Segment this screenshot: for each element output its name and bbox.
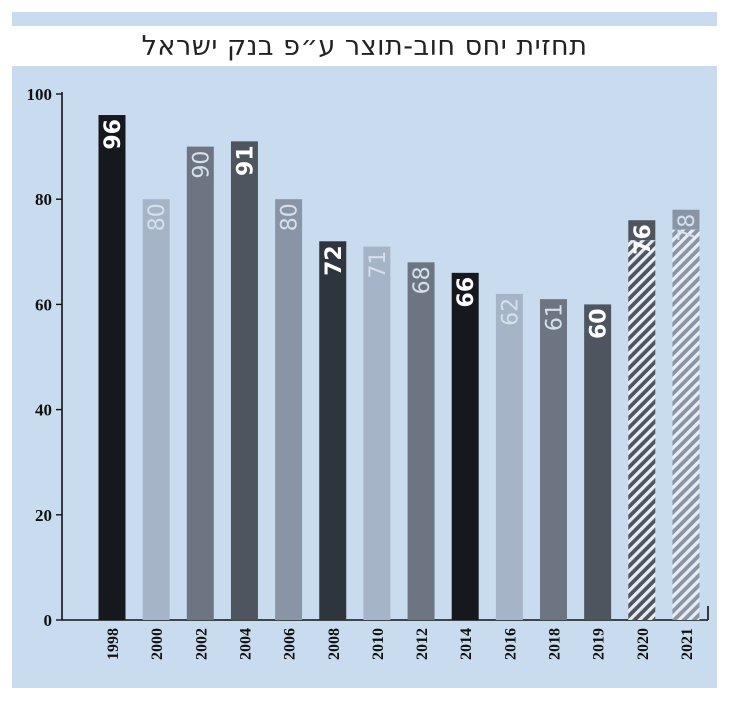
- bar-2016: [495, 293, 523, 620]
- x-tick-label-2008: 2008: [326, 628, 343, 660]
- data-label-2014: 66: [454, 277, 479, 308]
- y-tick-label: 0: [44, 611, 53, 630]
- x-tick-label-2021: 2021: [679, 628, 696, 660]
- data-label-2004: 91: [233, 145, 258, 176]
- x-tick-label-1998: 1998: [105, 628, 122, 660]
- data-label-2012: 68: [410, 266, 435, 294]
- x-tick-label-2018: 2018: [547, 628, 564, 660]
- x-tick-label-2006: 2006: [282, 628, 299, 660]
- data-labels-group: 96 80 90 91 80 72 71 68 66 62 61 60 76 78: [101, 119, 700, 339]
- data-label-2008: 72: [322, 245, 347, 276]
- x-tick-label-2000: 2000: [149, 628, 166, 660]
- data-label-2010: 71: [366, 251, 391, 279]
- bar-2008: [319, 241, 347, 620]
- x-tick-label-2019: 2019: [591, 628, 608, 660]
- x-tick-label-2012: 2012: [414, 628, 431, 660]
- bar-2010: [363, 246, 391, 621]
- data-label-1998: 96: [101, 119, 126, 150]
- header-band: [12, 12, 717, 26]
- data-label-2016: 62: [498, 298, 523, 326]
- chart-title: תחזית יחס חוב-תוצר ע״פ בנק ישראל: [141, 30, 588, 62]
- x-tick-label-2020: 2020: [635, 628, 652, 660]
- bar-cap-2021: [672, 209, 700, 230]
- data-label-2021: 78: [675, 214, 700, 242]
- x-tick-label-2016: 2016: [502, 628, 519, 660]
- data-label-2006: 80: [278, 203, 303, 231]
- x-tick-labels-group: 1998 2000 2002 2004 2006 2008 2010 2012 2014 2016…: [105, 628, 696, 660]
- bar-2000: [142, 199, 170, 620]
- x-tick-label-2010: 2010: [370, 628, 387, 660]
- bar-2014: [451, 272, 479, 620]
- axes: 0 20 40 60 80 100: [27, 85, 709, 630]
- x-tick-label-2002: 2002: [193, 628, 210, 660]
- y-tick-label: 80: [35, 190, 52, 209]
- bar-2004: [230, 141, 258, 620]
- bar-2006: [275, 199, 303, 620]
- bar-2018: [540, 299, 567, 620]
- y-tick-label: 40: [35, 401, 52, 420]
- bar-2020: [628, 240, 656, 621]
- bar-1998: [98, 115, 126, 620]
- bar-cap-2020: [628, 220, 656, 241]
- data-label-2020: 76: [631, 224, 656, 255]
- data-label-2019: 60: [587, 308, 612, 339]
- data-label-2018: 61: [543, 303, 568, 331]
- x-tick-label-2014: 2014: [458, 628, 475, 660]
- bar-2021: [672, 229, 700, 620]
- bar-2002: [186, 146, 214, 620]
- data-label-2000: 80: [145, 203, 170, 231]
- bar-2012: [407, 262, 435, 620]
- bars-group: [98, 115, 700, 621]
- bar-2019: [584, 304, 612, 620]
- data-label-2002: 90: [189, 151, 214, 179]
- y-tick-label: 100: [27, 85, 53, 104]
- y-tick-label: 20: [35, 506, 52, 525]
- y-tick-label: 60: [35, 295, 52, 314]
- x-tick-label-2004: 2004: [237, 628, 254, 660]
